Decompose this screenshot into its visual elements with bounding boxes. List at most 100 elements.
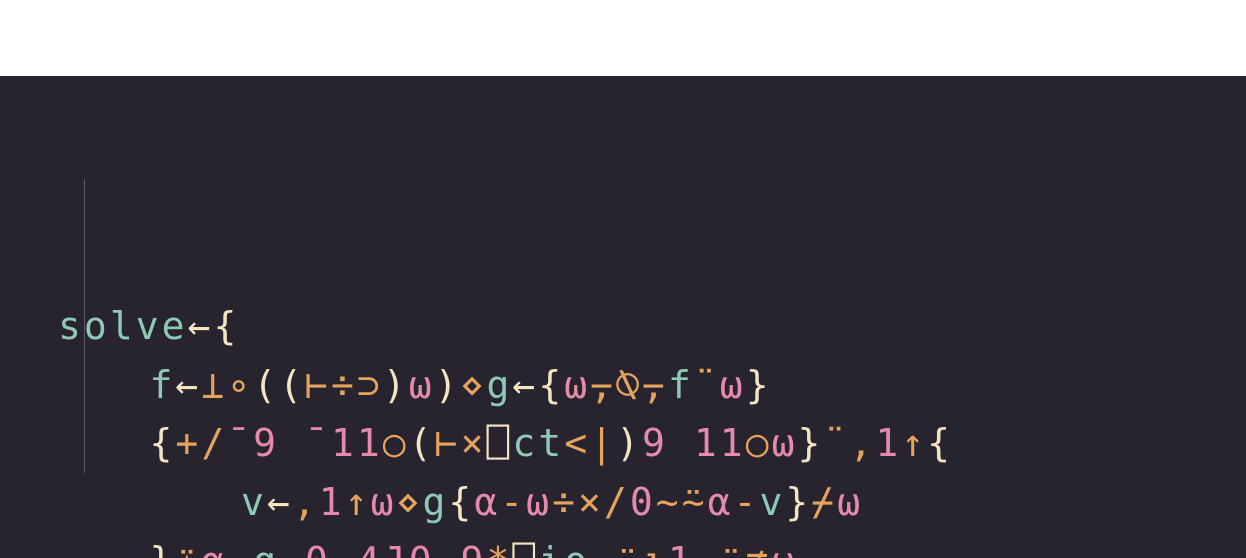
token-alpha: ⍺ — [201, 539, 227, 558]
token-num: 1 — [668, 539, 694, 558]
token-brace: { — [927, 421, 953, 465]
token-plain — [279, 539, 305, 558]
token-omega: ⍵ — [772, 539, 798, 558]
token-op: ⍉ — [616, 363, 642, 407]
token-brace: { — [538, 363, 564, 407]
token-brace: } — [785, 480, 811, 524]
token-ident: g — [253, 539, 279, 558]
code-line: {+/¯9 ¯11○(⊢×⎕ct<|)9 11○⍵}¨,1↑{ — [58, 414, 1246, 473]
token-plain — [279, 421, 305, 465]
token-omega: ⍵ — [720, 363, 746, 407]
token-brace: { — [150, 421, 176, 465]
token-num: 0 — [630, 480, 656, 524]
token-op: ○ — [383, 421, 409, 465]
token-op: ⊢ — [435, 421, 461, 465]
code-editor: solve←{f←⊥∘((⊢÷⊃)⍵)⋄g←{⍵⍪⍉⍪f¨⍵}{+/¯9 ¯11… — [0, 76, 1246, 558]
token-op: ⍪ — [642, 363, 668, 407]
token-ident: f — [150, 363, 176, 407]
token-op: ÷ — [552, 480, 578, 524]
token-op: , — [293, 480, 319, 524]
token-op: ⊢ — [305, 363, 331, 407]
token-brace: } — [150, 539, 176, 558]
token-paren: ( — [253, 363, 279, 407]
token-op: / — [604, 480, 630, 524]
token-op: ○ — [746, 421, 772, 465]
token-op: ⍣ — [175, 539, 201, 558]
token-paren: ) — [383, 363, 409, 407]
token-op: ⍨ — [682, 480, 708, 524]
token-num: ¯9 — [227, 421, 279, 465]
token-alpha: ⍺ — [474, 480, 500, 524]
token-op: , — [849, 421, 875, 465]
token-assign: ← — [188, 304, 214, 348]
token-quad: ⎕ — [512, 539, 538, 558]
token-op: - — [694, 539, 720, 558]
token-num: 0.4J0.9 — [305, 539, 486, 558]
token-op: ⊃ — [357, 363, 383, 407]
token-op: ⍨ — [720, 539, 746, 558]
token-plain — [668, 421, 694, 465]
token-alpha: ⍺ — [708, 480, 734, 524]
token-ident: solve — [58, 304, 188, 348]
token-brace: } — [798, 421, 824, 465]
token-plain — [227, 539, 253, 558]
token-op: | — [590, 421, 616, 465]
token-brace: } — [746, 363, 772, 407]
token-op: - — [590, 539, 616, 558]
token-ident: v — [241, 480, 267, 524]
token-op: ⌿ — [811, 480, 837, 524]
token-op: ¨ — [694, 363, 720, 407]
token-ident: ct — [512, 421, 564, 465]
code-lines: solve←{f←⊥∘((⊢÷⊃)⍵)⋄g←{⍵⍪⍉⍪f¨⍵}{+/¯9 ¯11… — [58, 297, 1246, 558]
code-line: v←,1↑⍵⋄g{⍺-⍵÷×/0~⍨⍺-v}⌿⍵ — [58, 473, 1246, 532]
token-assign: ← — [175, 363, 201, 407]
token-op: ¨ — [823, 421, 849, 465]
token-op: / — [201, 421, 227, 465]
token-op: ÷ — [331, 363, 357, 407]
token-op: ≢ — [746, 539, 772, 558]
token-brace: { — [214, 304, 240, 348]
token-sep: ⋄ — [461, 363, 487, 407]
token-paren: ) — [616, 421, 642, 465]
token-omega: ⍵ — [371, 480, 397, 524]
token-assign: ← — [512, 363, 538, 407]
token-ident: f — [668, 363, 694, 407]
token-op: ⍪ — [590, 363, 616, 407]
token-assign: ← — [267, 480, 293, 524]
token-num: 1 — [875, 421, 901, 465]
code-line: solve←{ — [58, 297, 1246, 356]
token-op: ~ — [656, 480, 682, 524]
token-num: ¯11 — [305, 421, 383, 465]
token-op: ⍳ — [642, 539, 668, 558]
token-op: - — [734, 480, 760, 524]
token-paren: ) — [435, 363, 461, 407]
token-op: ⊥ — [201, 363, 227, 407]
token-omega: ⍵ — [837, 480, 863, 524]
token-op: ∘ — [227, 363, 253, 407]
token-ident: v — [759, 480, 785, 524]
token-omega: ⍵ — [772, 421, 798, 465]
token-op: ↑ — [901, 421, 927, 465]
token-num: 9 — [642, 421, 668, 465]
code-line: f←⊥∘((⊢÷⊃)⍵)⋄g←{⍵⍪⍉⍪f¨⍵} — [58, 356, 1246, 415]
token-paren: ( — [279, 363, 305, 407]
token-op: < — [564, 421, 590, 465]
token-op: + — [175, 421, 201, 465]
token-ident: g — [486, 363, 512, 407]
token-op: * — [486, 539, 512, 558]
token-ident: io — [538, 539, 590, 558]
token-op: × — [461, 421, 487, 465]
token-op: ⍨ — [616, 539, 642, 558]
token-paren: ( — [409, 421, 435, 465]
token-num: 1 — [319, 480, 345, 524]
token-num: 11 — [694, 421, 746, 465]
token-brace: { — [448, 480, 474, 524]
token-quad: ⎕ — [486, 421, 512, 465]
token-sep: ⋄ — [397, 480, 423, 524]
token-op: - — [500, 480, 526, 524]
token-op: × — [578, 480, 604, 524]
token-ident: g — [422, 480, 448, 524]
code-line: }⍣⍺ g 0.4J0.9*⎕io-⍨⍳1-⍨≢⍵ — [58, 532, 1246, 558]
token-op: ↑ — [345, 480, 371, 524]
token-omega: ⍵ — [526, 480, 552, 524]
